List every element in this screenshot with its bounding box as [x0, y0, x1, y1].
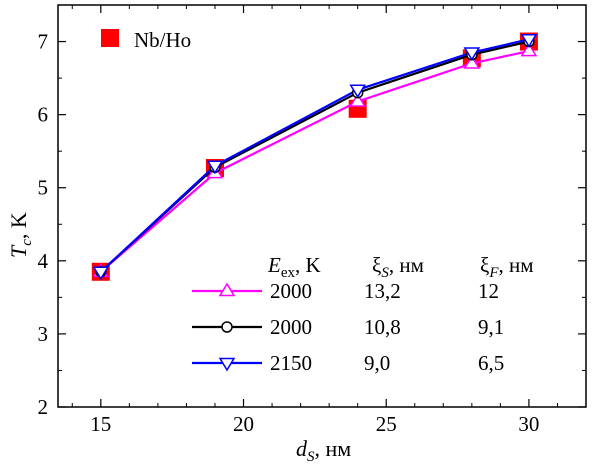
- legend-xi-s-0: 13,2: [364, 279, 401, 303]
- series-point-0: [349, 93, 367, 107]
- axis-ticks: [58, 5, 586, 408]
- y-tick-label: 4: [38, 249, 49, 273]
- legend-label-nb-ho: Nb/Ho: [134, 28, 191, 52]
- x-axis-label: dS, нм: [296, 436, 351, 465]
- legend-e-ex-2: 2150: [270, 351, 312, 375]
- y-tick-label: 3: [38, 322, 49, 346]
- legend-header-e-ex: Eex, K: [267, 253, 321, 281]
- x-tick-label: 15: [90, 412, 111, 436]
- legend-header-xi-s: ξS, нм: [372, 253, 424, 281]
- legend-xi-s-2: 9,0: [364, 351, 390, 375]
- legend-e-ex-1: 2000: [270, 315, 312, 339]
- y-tick-label: 7: [38, 30, 49, 54]
- x-tick-label: 20: [233, 412, 254, 436]
- y-tick-label: 2: [38, 395, 49, 419]
- series-point-0: [520, 42, 538, 57]
- legend-e-ex-0: 2000: [270, 279, 312, 303]
- experiment-layer: [91, 32, 538, 281]
- legend-xi-f-2: 6,5: [478, 351, 504, 375]
- y-tick-label: 5: [38, 176, 49, 200]
- legend-xi-f-1: 9,1: [478, 315, 504, 339]
- series-line-0: [100, 49, 530, 273]
- legend-xi-f-0: 12: [478, 279, 499, 303]
- y-tick-labels: 2 3 4 5 6 7: [38, 30, 49, 419]
- legend-marker-nb-ho: [101, 29, 119, 47]
- series-point-2: [92, 266, 110, 281]
- y-axis-label: Tc, K: [6, 212, 35, 258]
- series-line-1: [100, 40, 530, 273]
- legend-marker-2: [218, 357, 236, 372]
- x-tick-label: 25: [376, 412, 397, 436]
- series-point-2: [349, 84, 367, 99]
- plot-frame: [57, 4, 587, 408]
- series-line-2: [100, 38, 530, 273]
- legend-xi-s-1: 10,8: [364, 315, 401, 339]
- x-tick-label: 30: [518, 412, 539, 436]
- series-point-2: [206, 160, 224, 175]
- series-point-0: [463, 55, 481, 69]
- legend-marker-1: [221, 321, 233, 333]
- series-point-2: [463, 47, 481, 61]
- legend-header-xi-f: ξF, нм: [480, 253, 534, 281]
- legend-rows: 2000 13,2 12 2000 10,8 9,1 2150 9,0 6,5: [192, 279, 504, 375]
- y-tick-label: 6: [38, 103, 49, 127]
- series-point-2: [520, 34, 538, 48]
- series-layer: [92, 34, 538, 281]
- x-tick-labels: 15 20 25 30: [90, 412, 539, 436]
- legend-marker-0: [218, 282, 236, 297]
